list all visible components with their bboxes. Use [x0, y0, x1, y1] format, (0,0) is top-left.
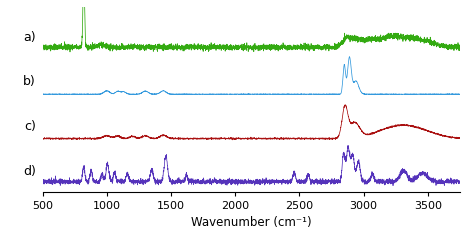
Text: c): c): [24, 120, 36, 133]
Text: a): a): [23, 31, 36, 44]
Text: d): d): [23, 165, 36, 178]
Text: b): b): [23, 76, 36, 89]
X-axis label: Wavenumber (cm⁻¹): Wavenumber (cm⁻¹): [191, 216, 311, 230]
